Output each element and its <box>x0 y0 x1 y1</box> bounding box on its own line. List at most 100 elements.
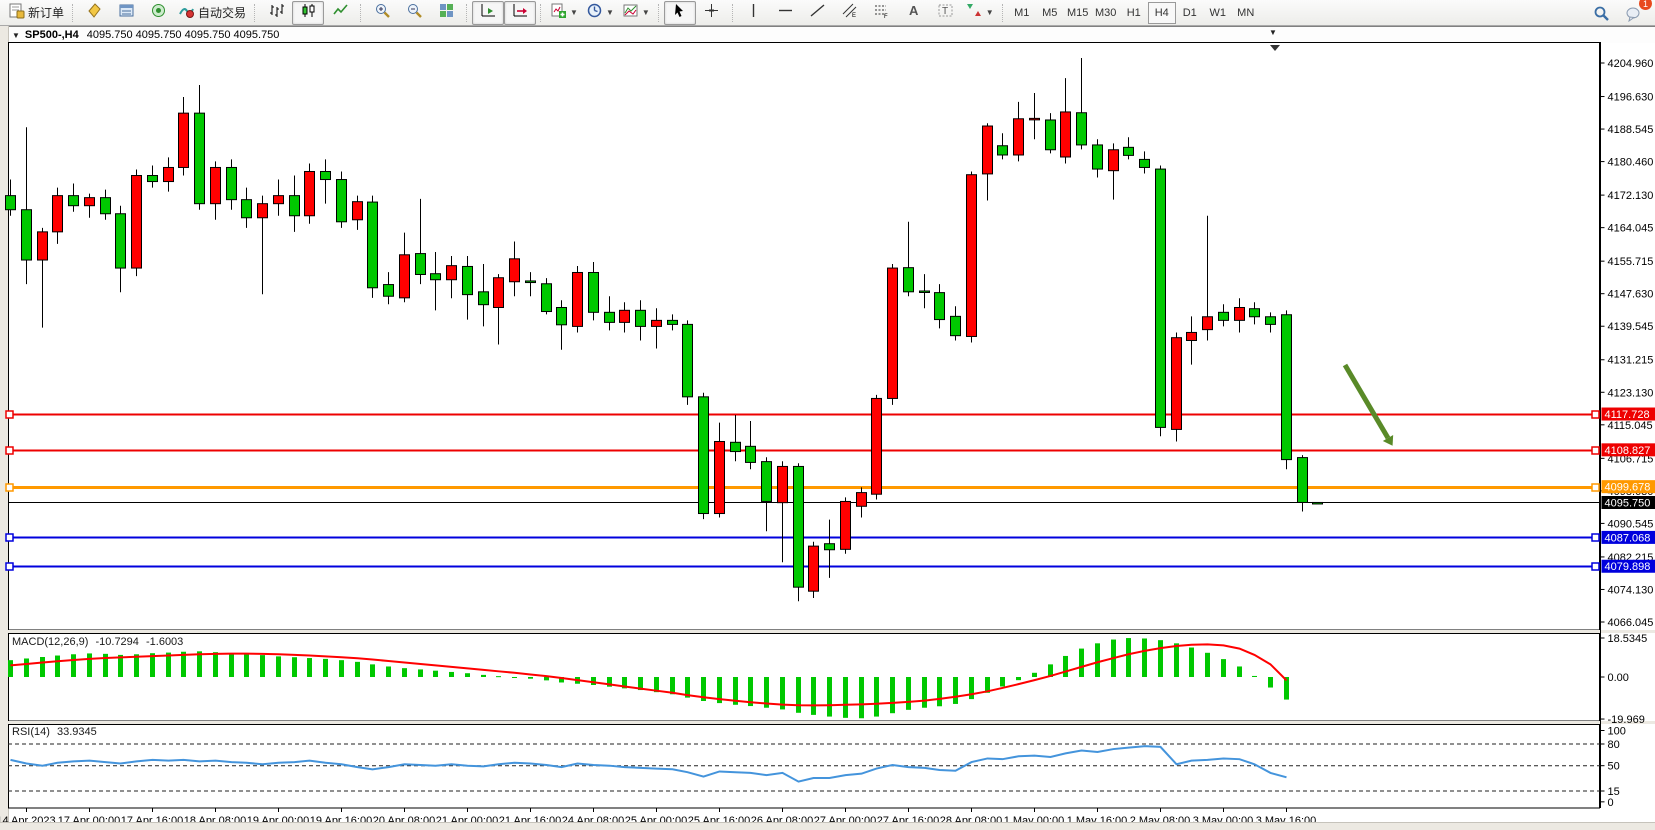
chart-title-bar: ▼ SP500-,H4 4095.750 4095.750 4095.750 4… <box>0 26 1655 43</box>
candle-13 <box>211 167 221 203</box>
symbol-dropdown-icon[interactable]: ▼ <box>12 31 20 40</box>
timeframe-button-h4[interactable]: H4 <box>1148 2 1176 24</box>
macd-histogram-bar <box>591 677 596 685</box>
zoom-out-icon <box>406 2 423 24</box>
cursor-icon <box>671 2 688 24</box>
candle-51 <box>809 546 819 591</box>
vertical-line-button[interactable] <box>738 1 770 25</box>
profiles-button[interactable] <box>78 1 110 25</box>
svg-text:F: F <box>884 14 888 19</box>
rsi-axis-label: 50 <box>1608 761 1620 773</box>
templates-button[interactable]: ▼ <box>618 1 654 25</box>
macd-histogram-bar <box>1189 648 1194 677</box>
support-2-handle[interactable] <box>6 563 13 570</box>
channel-button[interactable]: E <box>834 1 866 25</box>
timeframe-button-mn[interactable]: MN <box>1232 2 1260 24</box>
pivot-orange-handle[interactable] <box>6 484 13 491</box>
candle-77 <box>1219 312 1229 320</box>
navigator-button[interactable] <box>142 1 174 25</box>
templates-button-dropdown-icon[interactable]: ▼ <box>642 8 650 17</box>
macd-histogram-bar <box>1126 638 1131 677</box>
timeframe-button-h1[interactable]: H1 <box>1120 2 1148 24</box>
candle-5 <box>85 198 95 206</box>
chart-title-symbol: SP500-,H4 <box>25 29 79 41</box>
candle-68 <box>1077 113 1087 145</box>
zoom-in-button[interactable] <box>366 1 398 25</box>
new-order-button[interactable]: 新订单 <box>4 1 68 25</box>
macd-histogram-bar <box>953 677 958 704</box>
label-icon: T <box>937 2 954 24</box>
fibo-icon: F <box>873 2 890 24</box>
label-button[interactable]: T <box>930 1 962 25</box>
chart-shift-button[interactable] <box>504 1 536 25</box>
svg-text:T: T <box>942 6 948 17</box>
timeframe-button-m30[interactable]: M30 <box>1092 2 1120 24</box>
macd-histogram-bar <box>890 677 895 713</box>
rsi-indicator-label: RSI(14) 33.9345 <box>12 726 97 738</box>
chart-title-ohlc: 4095.750 4095.750 4095.750 4095.750 <box>87 29 280 41</box>
crosshair-icon <box>703 2 720 24</box>
timeframe-button-m1[interactable]: M1 <box>1008 2 1036 24</box>
timeframe-button-w1[interactable]: W1 <box>1204 2 1232 24</box>
trendline-icon <box>809 2 826 24</box>
resistance-2-handle[interactable] <box>6 447 13 454</box>
candle-82 <box>1298 458 1308 503</box>
macd-histogram-bar <box>1016 677 1021 680</box>
chart-shift-marker-icon[interactable]: ▼ <box>1269 28 1277 37</box>
candlestick-chart-button[interactable] <box>292 1 324 25</box>
resistance-1-handle[interactable] <box>1592 411 1599 418</box>
indicators-button-dropdown-icon[interactable]: ▼ <box>570 8 578 17</box>
market-watch-button[interactable] <box>110 1 142 25</box>
support-1-handle[interactable] <box>1592 534 1599 541</box>
resistance-2-handle[interactable] <box>1592 447 1599 454</box>
text-button[interactable]: A <box>898 1 930 25</box>
search-icon[interactable] <box>1585 1 1617 25</box>
arrows-button[interactable]: ▼ <box>962 1 998 25</box>
timeframe-button-m15[interactable]: M15 <box>1064 2 1092 24</box>
macd-histogram-bar <box>512 677 517 678</box>
trendline-button[interactable] <box>802 1 834 25</box>
price-axis-label: 4147.630 <box>1608 289 1654 301</box>
indicators-button[interactable]: ▼ <box>546 1 582 25</box>
timeframe-button-m5[interactable]: M5 <box>1036 2 1064 24</box>
candle-2 <box>38 232 48 260</box>
zoom-out-button[interactable] <box>398 1 430 25</box>
support-1-handle[interactable] <box>6 534 13 541</box>
down-arrow[interactable] <box>1345 365 1388 438</box>
tile-windows-button[interactable] <box>430 1 462 25</box>
crosshair-button[interactable] <box>696 1 728 25</box>
chat-icon[interactable]: 1 <box>1617 1 1649 25</box>
candle-32 <box>510 259 520 282</box>
cursor-button[interactable] <box>664 1 696 25</box>
pivot-orange-handle[interactable] <box>1592 484 1599 491</box>
periods-button[interactable]: ▼ <box>582 1 618 25</box>
macd-histogram-bar <box>1221 659 1226 677</box>
candle-28 <box>447 266 457 280</box>
support-2-handle[interactable] <box>1592 563 1599 570</box>
arrows-button-dropdown-icon[interactable]: ▼ <box>986 8 994 17</box>
candle-31 <box>494 278 504 308</box>
autotrading-button[interactable]: 自动交易 <box>174 1 250 25</box>
periods-button-dropdown-icon[interactable]: ▼ <box>606 8 614 17</box>
macd-histogram-bar <box>937 677 942 706</box>
pane-splitter[interactable] <box>0 630 1655 633</box>
macd-histogram-bar <box>323 659 328 677</box>
auto-scroll-button[interactable] <box>472 1 504 25</box>
candle-60 <box>951 316 961 335</box>
horizontal-line-button[interactable] <box>770 1 802 25</box>
line-chart-button[interactable] <box>324 1 356 25</box>
pane-splitter[interactable] <box>0 721 1655 724</box>
macd-histogram-bar <box>55 656 60 677</box>
timeframe-button-d1[interactable]: D1 <box>1176 2 1204 24</box>
candle-47 <box>746 446 756 462</box>
market-watch-icon <box>118 2 135 24</box>
bar-chart-button[interactable] <box>260 1 292 25</box>
macd-histogram-bar <box>260 655 265 677</box>
candle-14 <box>227 167 237 199</box>
candle-35 <box>557 307 567 324</box>
candle-76 <box>1203 317 1213 330</box>
price-chart[interactable]: 4204.9604196.6304188.5454180.4604172.130… <box>0 42 1655 829</box>
resistance-1-handle[interactable] <box>6 411 13 418</box>
fibonacci-button[interactable]: F <box>866 1 898 25</box>
toolbar-separator <box>72 4 74 22</box>
